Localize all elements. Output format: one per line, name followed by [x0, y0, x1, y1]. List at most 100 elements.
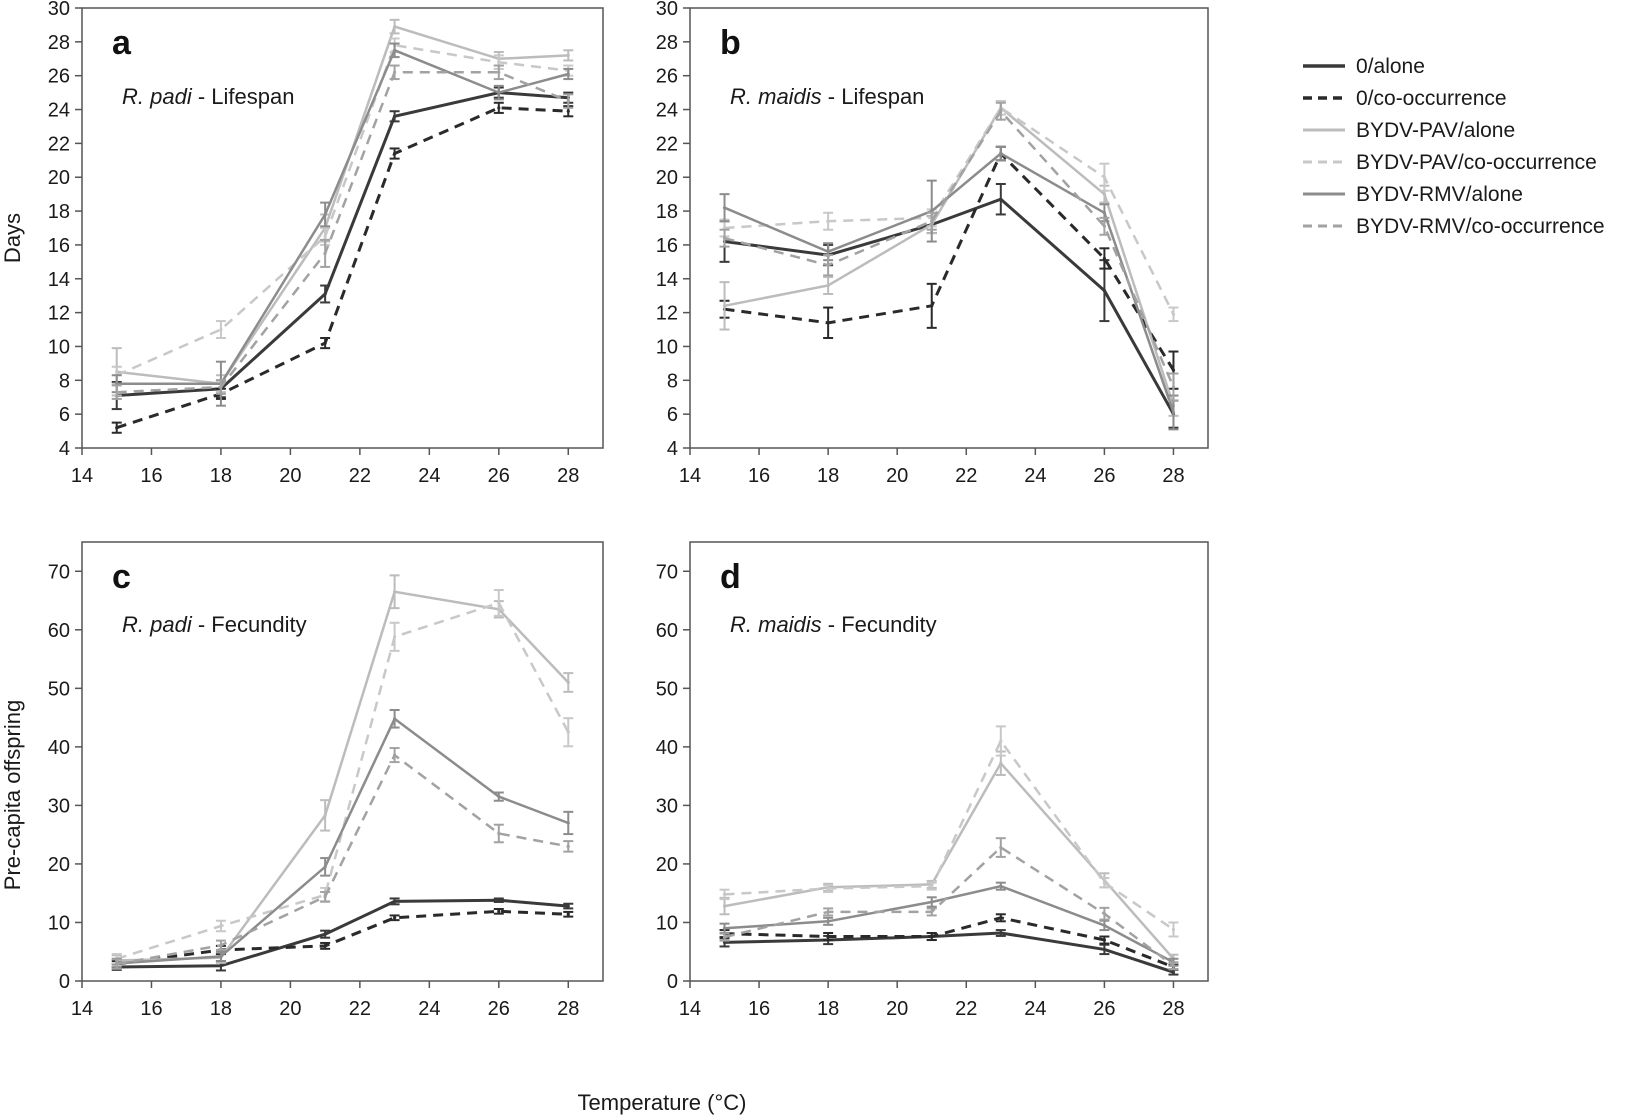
- panel-b: 14 16 18 20 22 24 26 28 4 6 8 10 12 14 16 18 20 22 24 26 28 3…: [656, 0, 1209, 487]
- data-point: [999, 197, 1003, 201]
- data-point: [722, 206, 727, 210]
- data-point: [1171, 410, 1176, 415]
- panels: 14 16 18 20 22 24 26 28 4 6 8 10 12 14 16 18 20 22 24 26 28 3…: [48, 0, 1209, 1020]
- legend-label: 0/co-occurrence: [1356, 87, 1507, 110]
- series-line: [724, 916, 1175, 969]
- y-tick-label: 12: [656, 303, 678, 325]
- series-rmv_co: [111, 64, 574, 400]
- data-point: [566, 821, 570, 825]
- data-point: [930, 304, 934, 308]
- data-point: [1102, 938, 1106, 942]
- data-point: [999, 761, 1003, 765]
- panel-letter: b: [720, 24, 741, 62]
- x-tick-label: 16: [140, 465, 162, 487]
- y-tick-label: 10: [656, 912, 678, 934]
- y-tick-label: 26: [656, 66, 678, 88]
- x-tick-label: 26: [488, 465, 510, 487]
- data-point: [1102, 224, 1106, 228]
- series-line: [724, 197, 1175, 415]
- data-point: [1102, 923, 1106, 927]
- y-tick-label: 16: [48, 235, 70, 257]
- series-line: [116, 898, 569, 969]
- y-tick-label: 20: [656, 167, 678, 189]
- species-name: R. maidis: [730, 612, 822, 637]
- series-0_alone: [111, 86, 574, 411]
- data-point: [999, 845, 1003, 850]
- panel-letter: c: [112, 558, 131, 596]
- x-tick-label: 18: [817, 998, 839, 1020]
- series-rmv_alone: [111, 708, 574, 970]
- data-point: [1171, 927, 1176, 932]
- x-tick-label: 24: [1024, 465, 1046, 487]
- y-tick-label: 12: [48, 303, 70, 325]
- species-name: R. padi: [122, 612, 193, 637]
- series-pav_co: [111, 588, 574, 965]
- data-point: [1102, 881, 1106, 885]
- series-rmv_co: [719, 837, 1179, 971]
- data-point: [930, 934, 934, 939]
- data-point: [393, 70, 397, 74]
- panel-c: 14 16 18 20 22 24 26 28 0 10 20 30 40 50 60 70 c R. padi …: [48, 541, 604, 1020]
- data-point: [1171, 312, 1176, 316]
- y-tick-label: 20: [48, 854, 70, 876]
- x-tick-label: 24: [418, 465, 440, 487]
- y-tick-label: 8: [667, 370, 678, 392]
- y-tick-label: 8: [59, 370, 70, 392]
- data-point: [722, 304, 727, 308]
- series-line: [724, 106, 1175, 315]
- data-point: [393, 114, 397, 118]
- data-point: [393, 25, 397, 29]
- data-point: [219, 964, 223, 968]
- x-tick-label: 20: [886, 998, 908, 1020]
- panel-d: 14 16 18 20 22 24 26 28 0 10 20 30 40 50 60 70 d R. maidi…: [656, 541, 1209, 1020]
- data-point: [219, 924, 223, 928]
- x-tick-label: 18: [210, 998, 232, 1020]
- data-point: [497, 909, 501, 913]
- y-tick-label: 70: [48, 561, 70, 583]
- x-tick-label: 26: [488, 998, 510, 1020]
- data-point: [930, 910, 934, 914]
- y-tick-label: 60: [656, 620, 678, 642]
- series-line: [724, 738, 1175, 931]
- series-line: [116, 601, 570, 960]
- data-point: [930, 219, 934, 223]
- data-point: [999, 739, 1003, 743]
- y-tick-label: 4: [59, 438, 70, 460]
- series-0_alone: [719, 183, 1179, 429]
- series-line: [116, 716, 569, 965]
- panel-annotation: R. padi - Lifespan: [122, 84, 294, 109]
- y-tick-label: 0: [667, 971, 678, 993]
- legend: 0/alone 0/co-occurrence BYDV-PAV/alone BYDV…: [1303, 55, 1605, 238]
- x-tick-label: 22: [955, 465, 977, 487]
- data-point: [393, 48, 397, 52]
- x-tick-label: 14: [71, 998, 93, 1020]
- y-tick-label: 18: [48, 201, 70, 223]
- species-name: R. padi: [122, 84, 193, 109]
- data-point: [323, 234, 327, 239]
- data-point: [566, 904, 570, 908]
- y-tick-label: 14: [48, 269, 70, 291]
- data-point: [930, 884, 934, 888]
- y-axis-title-top: Days: [0, 213, 25, 263]
- y-tick-label: 6: [667, 404, 678, 426]
- data-point: [497, 831, 501, 836]
- x-tick-label: 14: [71, 465, 93, 487]
- y-tick-label: 14: [656, 269, 678, 291]
- data-point: [999, 151, 1003, 156]
- legend-entry-rmv_co: BYDV-RMV/co-occurrence: [1303, 215, 1605, 238]
- data-point: [999, 109, 1003, 113]
- data-point: [497, 106, 501, 110]
- series-line: [116, 106, 569, 430]
- series-line: [116, 25, 569, 386]
- x-tick-label: 28: [557, 998, 579, 1020]
- data-point: [323, 292, 327, 296]
- data-point: [826, 910, 830, 914]
- data-point: [497, 60, 501, 64]
- data-point: [722, 892, 727, 896]
- data-point: [393, 916, 397, 920]
- series-line: [116, 753, 569, 966]
- data-point: [566, 109, 570, 113]
- data-point: [1102, 947, 1106, 951]
- series-line: [724, 151, 1175, 413]
- series-line: [724, 105, 1175, 407]
